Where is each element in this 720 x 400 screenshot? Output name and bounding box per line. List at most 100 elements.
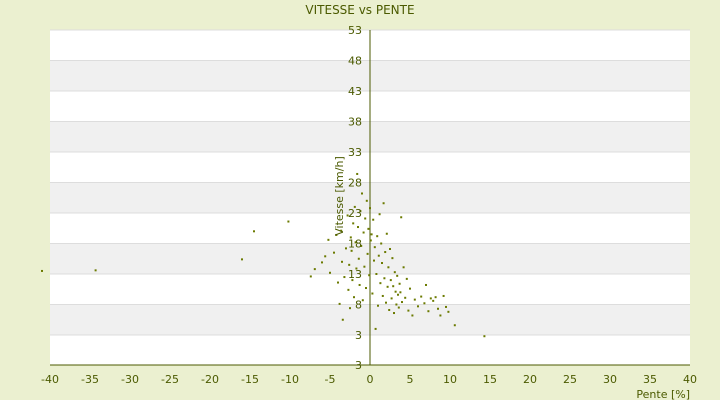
data-point (368, 274, 371, 277)
data-point (420, 295, 423, 298)
data-point (338, 302, 341, 305)
y-axis-title: Vitesse [km/h] (333, 156, 346, 236)
data-point (390, 297, 393, 300)
data-point (383, 277, 386, 280)
data-point (399, 291, 402, 294)
data-point (373, 246, 376, 249)
data-point (374, 327, 377, 330)
data-point (337, 281, 339, 284)
x-tick-label: 35 (643, 373, 657, 386)
data-point (377, 254, 380, 257)
x-tick-label: 40 (683, 373, 697, 386)
data-points (41, 172, 486, 338)
data-point (370, 233, 373, 236)
x-tick-label: 30 (603, 373, 617, 386)
data-point (381, 262, 383, 265)
data-point (351, 279, 354, 282)
data-point (375, 273, 378, 275)
data-point (348, 263, 351, 266)
data-point (396, 274, 399, 277)
data-point (413, 298, 416, 301)
data-point (361, 299, 364, 302)
data-point (405, 277, 408, 280)
data-point (352, 222, 355, 225)
y-tick-label: 18 (348, 238, 362, 251)
data-point (382, 202, 385, 205)
data-point (365, 287, 367, 290)
data-point (287, 220, 290, 223)
data-point (434, 296, 437, 299)
data-point (384, 251, 387, 254)
y-tick-label: 33 (348, 146, 362, 159)
data-point (439, 314, 442, 317)
data-point (357, 257, 360, 260)
data-point (389, 279, 392, 282)
y-tick-label-bottom: 3 (355, 359, 362, 372)
data-point (354, 241, 357, 244)
y-tick-label: 43 (348, 85, 362, 98)
data-point (340, 229, 343, 232)
data-point (378, 213, 381, 216)
x-tick-label: -35 (81, 373, 99, 386)
data-point (41, 269, 43, 272)
x-tick-label: 10 (443, 373, 457, 386)
x-tick-label: -15 (241, 373, 259, 386)
x-tick-label: -30 (121, 373, 139, 386)
data-point (341, 260, 343, 263)
data-point (391, 257, 394, 260)
data-point (353, 296, 355, 299)
data-point (392, 285, 395, 288)
data-point (425, 283, 427, 286)
data-point (400, 216, 403, 219)
x-tick-label: -20 (201, 373, 219, 386)
y-tick-label: 23 (348, 207, 362, 220)
data-point (373, 259, 375, 262)
data-point (350, 249, 353, 252)
x-tick-label: -10 (281, 373, 299, 386)
data-point (366, 252, 369, 255)
data-point (365, 199, 368, 202)
data-point (437, 307, 439, 310)
data-point (335, 233, 338, 236)
y-tick-label: 8 (355, 299, 362, 312)
data-point (423, 302, 426, 305)
data-point (394, 290, 397, 293)
data-point (380, 242, 383, 245)
data-point (361, 192, 363, 195)
data-point (313, 268, 316, 271)
y-tick-label: 3 (355, 329, 362, 342)
data-point (432, 299, 435, 302)
data-point (347, 288, 350, 291)
data-point (363, 265, 366, 268)
data-point (359, 210, 362, 213)
data-point (397, 306, 400, 309)
data-point (447, 310, 450, 313)
data-point (387, 266, 390, 269)
data-point (357, 226, 359, 229)
data-point (333, 251, 335, 254)
data-point (349, 307, 351, 310)
data-point (241, 258, 243, 261)
data-point (401, 301, 403, 304)
data-point (407, 309, 410, 312)
x-tick-label: 5 (407, 373, 414, 386)
data-point (341, 318, 344, 321)
data-point (253, 230, 255, 233)
data-point (362, 231, 365, 234)
x-tick-label: -40 (41, 373, 59, 386)
data-point (442, 294, 445, 297)
x-tick-label: 0 (367, 373, 374, 386)
data-point (453, 324, 456, 327)
x-tick-label: 25 (563, 373, 577, 386)
data-point (371, 292, 374, 295)
y-tick-label: 28 (348, 177, 362, 190)
data-point (329, 271, 331, 274)
x-axis-title: Pente [%] (636, 388, 690, 400)
data-point (381, 294, 384, 297)
data-point (309, 275, 312, 278)
data-point (369, 207, 371, 210)
data-point (360, 244, 363, 247)
data-point (321, 261, 323, 264)
data-point (417, 305, 419, 308)
